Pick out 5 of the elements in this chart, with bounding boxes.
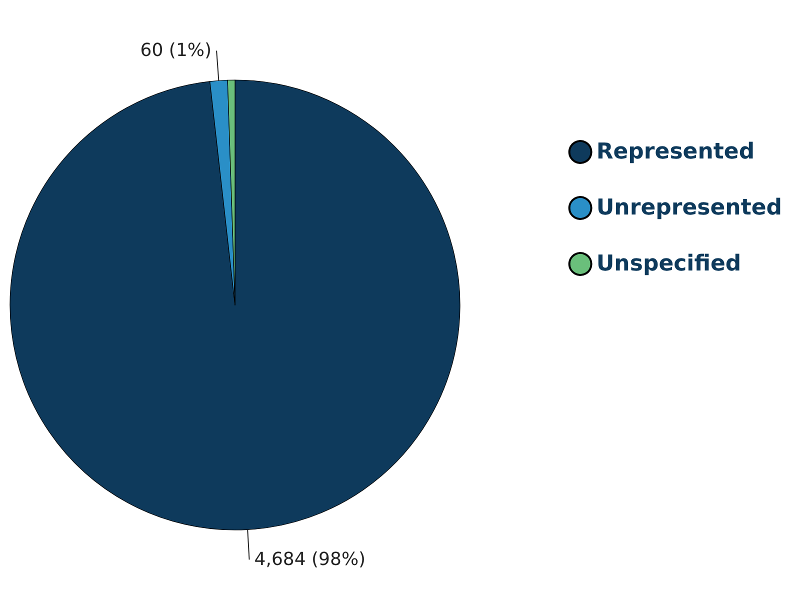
legend-label: Represented <box>596 140 755 164</box>
data-label: 4,684 (98%) <box>254 549 366 570</box>
legend-label: Unspecified <box>596 252 742 276</box>
data-label: 60 (1%) <box>140 40 212 62</box>
legend-label: Unrepresented <box>596 196 782 220</box>
